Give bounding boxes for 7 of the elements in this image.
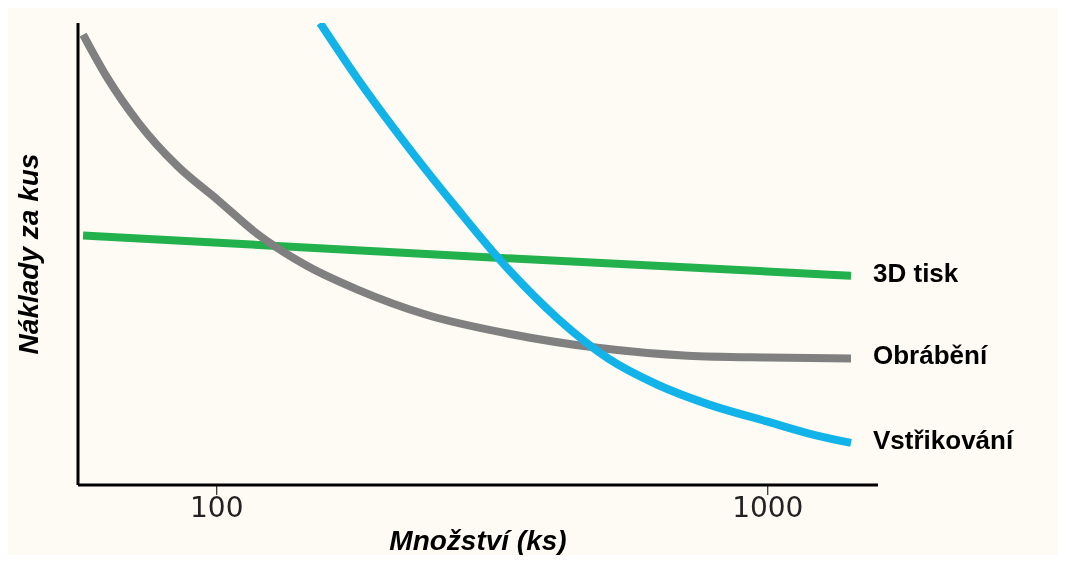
y-axis-title: Náklady za kus <box>12 153 44 355</box>
x-tick-label: 100 <box>190 490 244 524</box>
series-label: Obrábění <box>873 340 988 371</box>
series-label: 3D tisk <box>873 257 959 288</box>
series-label: Vstřikování <box>873 424 1014 455</box>
x-tick-label: 1000 <box>732 490 804 524</box>
x-axis-title: Množství (ks) <box>389 525 567 556</box>
